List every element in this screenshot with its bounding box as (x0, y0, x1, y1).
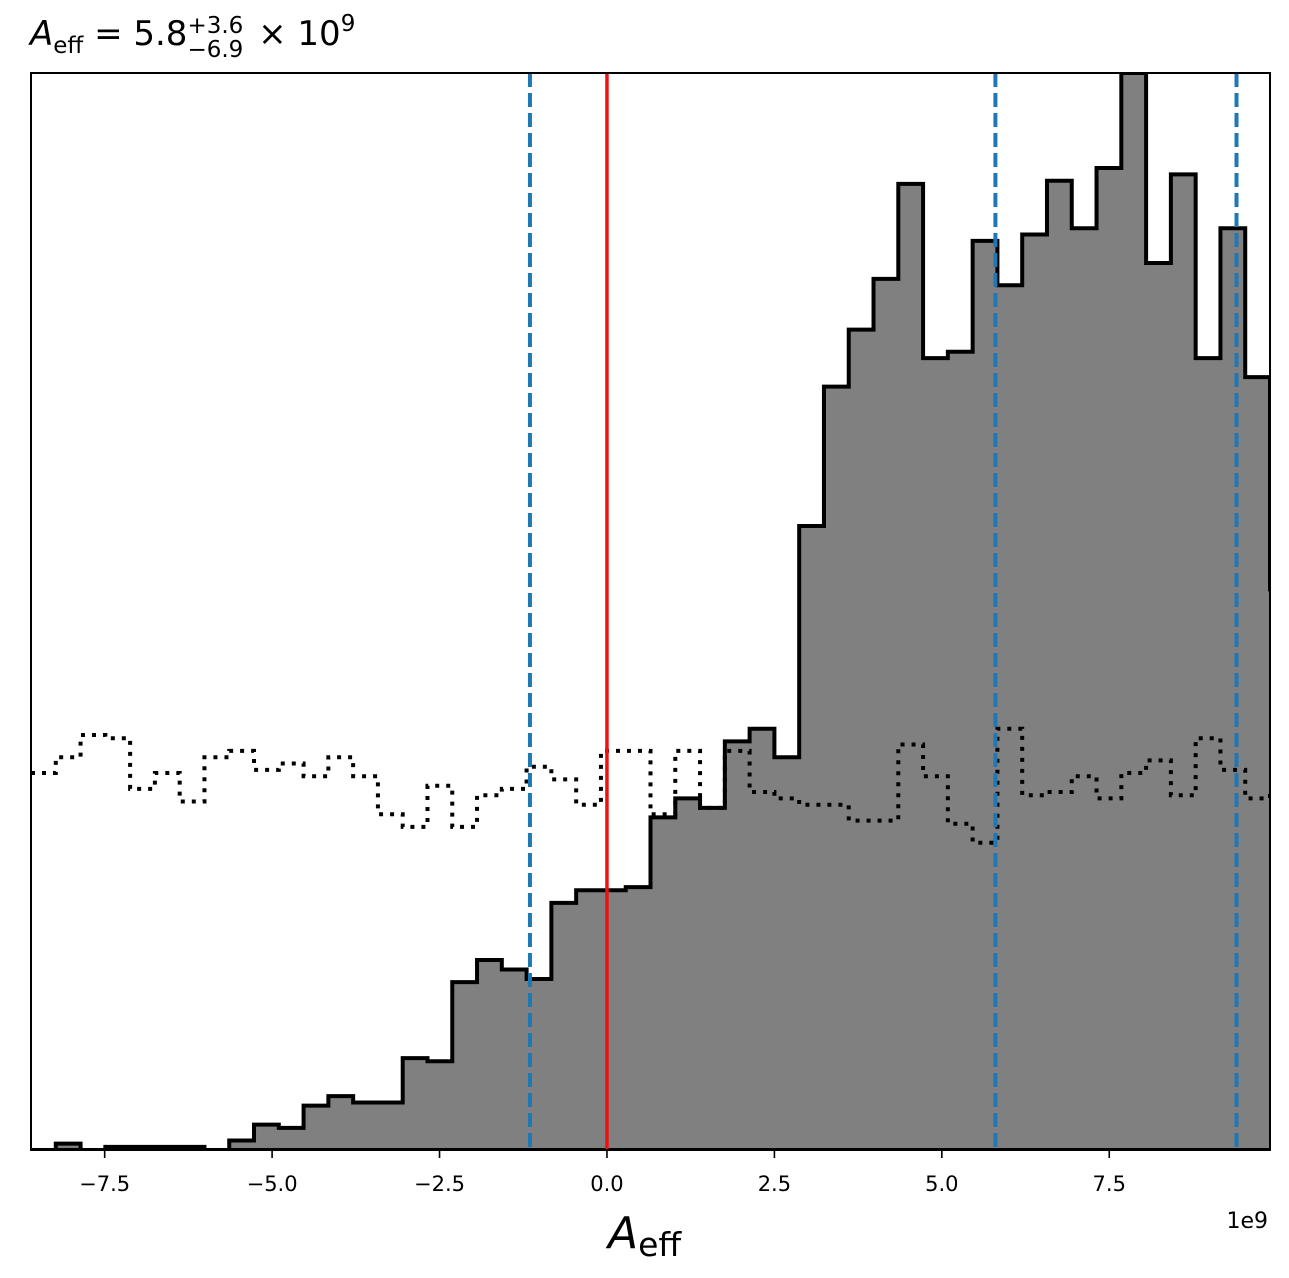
title-symbol: A (28, 14, 53, 54)
x-axis-label-symbol: A (605, 1208, 638, 1259)
x-tick-label: 2.5 (758, 1172, 791, 1196)
reference-lines (527, 73, 1239, 1150)
title-symbol-subscript: eff (53, 33, 84, 59)
posterior-histogram (31, 73, 1270, 1150)
chart-title: Aeff = 5.8+3.6 −6.9 × 109 (28, 11, 355, 63)
x-tick-label: −5.0 (247, 1172, 298, 1196)
prior-histogram (31, 726, 1270, 845)
axes-frame (30, 72, 1271, 1151)
x-tick-label: −7.5 (79, 1172, 130, 1196)
title-times: × 10 (247, 14, 340, 54)
x-axis-ticks: −7.5 −5.0 −2.5 0.0 2.5 5.0 7.5 (79, 1150, 1126, 1196)
x-tick-label: −2.5 (414, 1172, 465, 1196)
x-axis-label: Aeff (605, 1208, 682, 1264)
title-value: = 5.8 (83, 14, 187, 54)
title-lower-error: −6.9 (187, 37, 243, 63)
title-upper-error: +3.6 (187, 13, 243, 39)
x-tick-label: 0.0 (590, 1172, 623, 1196)
x-tick-label: 5.0 (925, 1172, 958, 1196)
x-axis-label-subscript: eff (638, 1225, 682, 1264)
title-exponent: 9 (341, 11, 356, 37)
x-axis-offset-label: 1e9 (1226, 1209, 1268, 1234)
plot-area (31, 73, 1270, 1150)
x-tick-label: 7.5 (1093, 1172, 1126, 1196)
